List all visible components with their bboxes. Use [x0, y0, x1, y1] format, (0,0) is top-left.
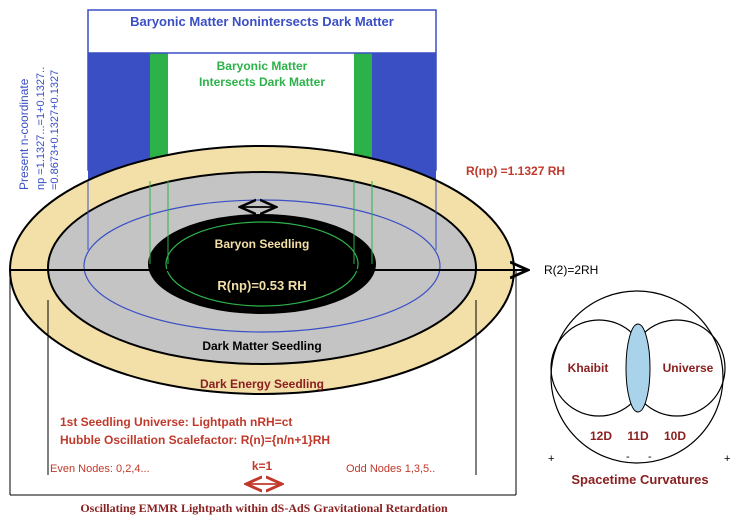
blue-column-right — [372, 53, 436, 181]
vertical-line3: =0.8673+0.1327+0.1327 — [49, 70, 61, 190]
venn-universe: Universe — [663, 361, 714, 375]
top-banner-text: Baryonic Matter Nonintersects Dark Matte… — [130, 14, 394, 29]
venn-plus-right: + — [724, 453, 730, 465]
vertical-line2: np =1.1327...=1+0.1327.. — [35, 67, 47, 190]
hubble-text: Hubble Oscillation Scalefactor: R(n)={n/… — [60, 433, 330, 447]
even-nodes-text: Even Nodes: 0,2,4... — [50, 463, 150, 475]
r-np-inner-label: R(np)=0.53 RH — [217, 278, 306, 293]
venn-spacetime: Spacetime Curvatures — [571, 472, 708, 487]
venn-10d: 10D — [664, 429, 686, 443]
first-seedling-text: 1st Seedling Universe: Lightpath nRH=ct — [60, 415, 292, 429]
baryon-core-ellipse — [148, 214, 376, 314]
venn-plus-left: + — [548, 453, 554, 465]
venn-khaibit: Khaibit — [568, 361, 609, 375]
venn-11d: 11D — [627, 429, 649, 443]
dark-energy-seedling-label: Dark Energy Seedling — [200, 377, 324, 391]
r-np-outer-label: R(np) =1.1327 RH — [466, 164, 565, 178]
venn-minus-1: - — [626, 451, 630, 463]
intersect-line1: Baryonic Matter — [217, 59, 308, 73]
k-label: k=1 — [252, 459, 273, 473]
odd-nodes-text: Odd Nodes 1,3,5.. — [346, 463, 435, 475]
bottom-caption: Oscillating EMMR Lightpath within dS-AdS… — [80, 501, 448, 515]
green-inner-ellipse — [165, 221, 359, 307]
r2-label: R(2)=2RH — [544, 263, 598, 277]
green-bar-left — [150, 53, 168, 181]
venn-12d: 12D — [590, 429, 612, 443]
blue-column-left — [88, 53, 150, 181]
dark-matter-seedling-label: Dark Matter Seedling — [202, 339, 321, 353]
vertical-line1: Present n-coordinate — [17, 78, 31, 190]
venn-diagram: Khaibit Universe 12D 11D 10D + - - + Spa… — [548, 290, 730, 487]
baryon-seedling-label: Baryon Seedling — [215, 237, 310, 251]
venn-minus-2: - — [648, 451, 652, 463]
green-bar-right — [354, 53, 372, 181]
venn-outer-circle — [550, 290, 724, 464]
venn-center-lens — [625, 323, 651, 413]
intersect-line2: Intersects Dark Matter — [199, 75, 325, 89]
